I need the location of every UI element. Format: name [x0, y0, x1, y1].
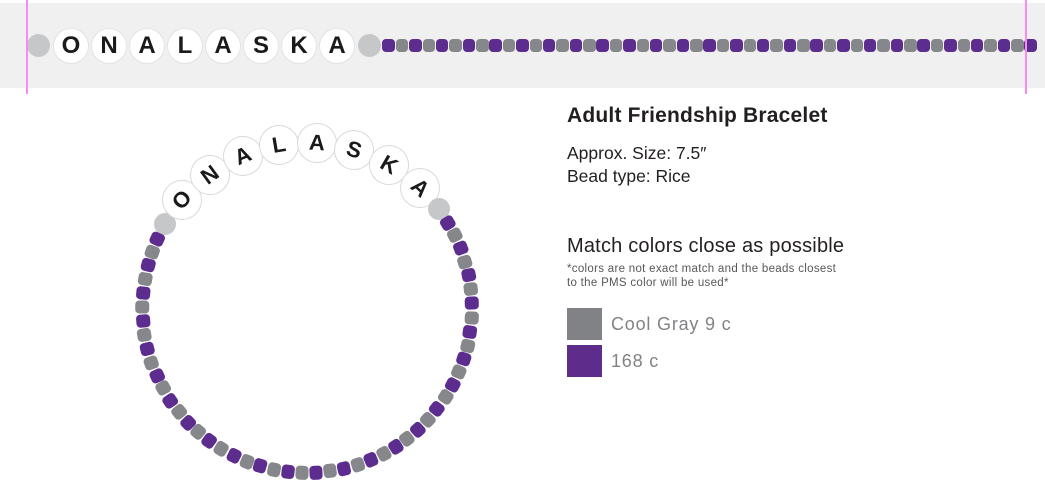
rice-bead-gray	[449, 38, 462, 53]
disclaimer-line-2: to the PMS color will be used*	[567, 276, 729, 289]
rice-bead-gray	[265, 461, 282, 478]
swatch-row-168c: 168 c	[567, 345, 987, 377]
cool-gray-9c-label: Cool Gray 9 c	[611, 313, 732, 334]
letter-bead-a: A	[129, 27, 165, 64]
letter-bead-l: L	[256, 122, 303, 169]
crop-guide-line-right	[1025, 0, 1027, 94]
rice-bead-gray	[690, 38, 703, 53]
rice-bead-purple	[465, 296, 479, 311]
rice-bead-purple	[135, 314, 150, 329]
rice-bead-purple	[703, 38, 716, 53]
rice-bead-purple	[917, 38, 930, 53]
rice-bead-gray	[743, 38, 757, 53]
rice-bead-gray	[529, 38, 543, 53]
rice-bead-gray	[422, 38, 436, 53]
pms-swatch-list: Cool Gray 9 c 168 c	[567, 308, 987, 377]
rice-bead-gray	[877, 38, 890, 53]
color-disclaimer: *colors are not exact match and the bead…	[567, 263, 987, 290]
product-info-panel: Adult Friendship Bracelet Approx. Size: …	[567, 104, 987, 382]
match-colors-heading: Match colors close as possible	[567, 235, 845, 257]
rice-bead-gray	[850, 38, 864, 53]
rice-bead-gray	[770, 38, 783, 53]
rice-bead-purple	[837, 38, 850, 53]
rice-bead-gray	[583, 38, 596, 53]
rice-bead-purple	[462, 324, 478, 340]
rice-bead-gray	[957, 38, 971, 53]
rice-bead-purple	[730, 38, 743, 53]
approx-size-line: Approx. Size: 7.5″	[567, 143, 707, 163]
letter-bead-s: S	[243, 27, 279, 64]
rice-bead-purple	[596, 38, 609, 53]
letter-bead-a: A	[319, 27, 355, 64]
product-specs: Approx. Size: 7.5″ Bead type: Rice	[567, 142, 987, 188]
disclaimer-line-1: *colors are not exact match and the bead…	[567, 263, 837, 275]
rice-bead-gray	[609, 38, 623, 53]
rice-bead-purple	[810, 38, 823, 53]
rice-bead-gray	[464, 310, 479, 325]
rice-bead-purple	[280, 464, 295, 480]
letter-bead-n: N	[91, 27, 127, 64]
rice-bead-purple	[676, 38, 690, 53]
rice-bead-gray	[716, 38, 730, 53]
rice-bead-gray	[1011, 38, 1024, 53]
168c-swatch	[567, 345, 602, 377]
rice-bead-purple	[997, 38, 1011, 53]
bead-type-line: Bead type: Rice	[567, 166, 691, 186]
letter-bead-l: L	[167, 27, 203, 64]
rice-bead-gray	[395, 38, 409, 53]
rice-bead-gray	[136, 271, 153, 287]
rice-bead-gray	[904, 38, 917, 53]
product-title: Adult Friendship Bracelet	[567, 104, 828, 127]
letter-bead-a: A	[295, 122, 339, 165]
rice-bead-purple	[890, 38, 904, 53]
rice-bead-gray	[135, 300, 149, 314]
rice-bead-purple	[489, 38, 502, 53]
rice-bead-purple	[756, 38, 770, 53]
rice-bead-gray	[930, 38, 944, 53]
rice-bead-gray	[322, 463, 338, 479]
rice-bead-gray	[636, 38, 650, 53]
rice-bead-purple	[135, 285, 150, 301]
rice-bead-purple	[863, 38, 877, 53]
rice-bead-purple	[435, 38, 449, 53]
rice-bead-gray	[984, 38, 997, 53]
rice-bead-purple	[382, 38, 395, 53]
rice-bead-purple	[516, 38, 529, 53]
rice-bead-gray	[797, 38, 810, 53]
spacer-bead	[27, 34, 50, 57]
rice-bead-purple	[569, 38, 583, 53]
rice-bead-purple	[336, 460, 352, 477]
letter-bead-o: O	[53, 27, 89, 64]
rice-bead-gray	[502, 38, 516, 53]
rice-bead-gray	[463, 282, 479, 297]
cool-gray-9c-swatch	[567, 308, 602, 340]
swatch-row-cool-gray-9c: Cool Gray 9 c	[567, 308, 987, 340]
rice-bead-purple	[309, 465, 323, 480]
rice-bead-gray	[476, 38, 489, 53]
168c-label: 168 c	[611, 350, 660, 371]
spacer-bead	[358, 34, 381, 57]
rice-bead-purple	[542, 38, 556, 53]
rice-bead-gray	[556, 38, 569, 53]
rice-bead-purple	[1024, 38, 1037, 53]
rice-bead-gray	[823, 38, 837, 53]
rice-bead-purple	[970, 38, 984, 53]
rice-bead-purple	[462, 38, 476, 53]
rice-bead-gray	[663, 38, 676, 53]
letter-bead-a: A	[205, 27, 241, 64]
rice-bead-purple	[944, 38, 957, 53]
rice-bead-gray	[295, 465, 309, 480]
rice-bead-purple	[409, 38, 422, 53]
rice-bead-purple	[649, 38, 663, 53]
rice-bead-purple	[783, 38, 797, 53]
rice-bead-purple	[623, 38, 636, 53]
crop-guide-line-left	[26, 0, 28, 94]
letter-bead-k: K	[281, 27, 317, 64]
rice-bead-purple	[460, 267, 477, 284]
